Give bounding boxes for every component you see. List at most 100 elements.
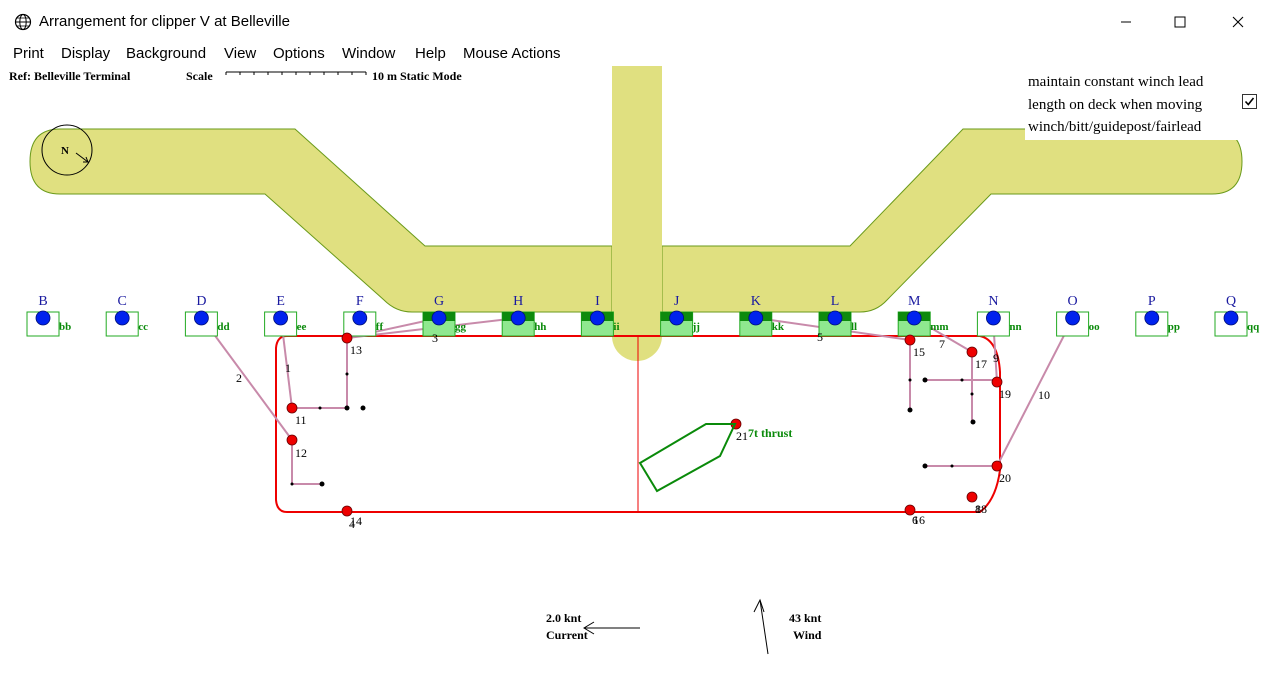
bollard-j[interactable] (669, 310, 684, 326)
fitting-label-12: 12 (295, 446, 307, 460)
fender-label-gg: gg (455, 321, 467, 333)
deck-leads (291, 338, 997, 485)
bollard-c[interactable] (114, 310, 130, 326)
fitting-16 (904, 504, 916, 516)
line-label-10: 10 (1038, 388, 1050, 402)
thruster: 7t thrust (638, 423, 792, 493)
fitting-18 (966, 491, 978, 503)
bollard-i[interactable] (590, 310, 605, 326)
menu-window[interactable]: Window (342, 45, 396, 62)
mode-text: Static Mode (400, 69, 462, 83)
bollard-l[interactable] (827, 310, 843, 326)
fender-label-oo: oo (1089, 321, 1101, 333)
fender-label-ff: ff (376, 321, 384, 333)
current-arrow (583, 621, 640, 635)
fender-label-ll: ll (851, 321, 857, 333)
globe-icon[interactable] (14, 13, 32, 31)
bollard-b[interactable] (35, 310, 51, 326)
deck-lead-dots (290, 372, 976, 487)
berth-label-d: D (196, 294, 206, 309)
current-value: 2.0 knt (546, 611, 582, 625)
berth-label-b: B (38, 294, 47, 309)
minimize-button[interactable] (1097, 0, 1155, 44)
arrangement-canvas[interactable]: N Bbb Ccc Ddd Eee F (0, 66, 1271, 692)
berth-label-q: Q (1226, 294, 1236, 309)
maintain-lead-checkbox[interactable] (1242, 94, 1257, 109)
line-label-8: 8 (975, 502, 981, 516)
menu-view[interactable]: View (224, 45, 257, 62)
menu-help[interactable]: Help (415, 45, 446, 62)
fitting-19 (991, 376, 1003, 388)
title-bar: Arrangement for clipper V at Belleville (0, 0, 1271, 44)
hull-outline (275, 335, 1001, 513)
fitting-13 (341, 332, 353, 344)
berth-label-i: I (595, 294, 600, 309)
bollard-q[interactable] (1223, 310, 1239, 326)
close-icon (1232, 16, 1244, 28)
menu-display[interactable]: Display (61, 45, 111, 62)
fender-label-cc: cc (138, 321, 148, 333)
jetty-arm-left (29, 128, 613, 313)
ship-hull (275, 335, 1001, 513)
checkmark-icon (1244, 97, 1255, 106)
scale-value-text: 10 m (372, 69, 397, 83)
maintain-line-3: winch/bitt/guidepost/fairlead (1028, 119, 1202, 135)
fitting-label-13: 13 (350, 343, 362, 357)
berth-label-k: K (751, 294, 761, 309)
fender-label-jj: jj (692, 321, 700, 333)
fitting-12 (286, 434, 298, 446)
compass-label: N (61, 145, 69, 157)
bollard-h[interactable] (510, 310, 526, 326)
berth-label-o: O (1068, 294, 1078, 309)
bollard-m[interactable] (906, 310, 922, 326)
maximize-button[interactable] (1151, 0, 1209, 44)
bollard-n[interactable] (986, 310, 1001, 326)
fitting-label-15: 15 (913, 345, 925, 359)
maintain-line-1: maintain constant winch lead (1028, 74, 1204, 90)
berth-label-p: P (1148, 294, 1156, 309)
ref-label: Ref: Belleville Terminal (9, 69, 131, 83)
menu-background[interactable]: Background (126, 45, 207, 62)
scale-bar (225, 71, 367, 75)
berth-label-j: J (674, 294, 680, 309)
line-label-3: 3 (432, 331, 438, 345)
fitting-label-14: 14 (350, 514, 362, 528)
menu-options[interactable]: Options (273, 45, 325, 62)
bollard-p[interactable] (1144, 310, 1160, 326)
berth-label-n: N (988, 294, 998, 309)
fitting-label-16: 16 (913, 513, 925, 527)
bollard-o[interactable] (1065, 310, 1080, 326)
compass-north: N (41, 124, 93, 176)
fender-label-pp: pp (1168, 321, 1180, 333)
scale-label: Scale (186, 69, 213, 83)
fender-label-ii: ii (613, 321, 619, 333)
bollard-e[interactable] (273, 310, 289, 326)
menu-mouse-actions[interactable]: Mouse Actions (463, 45, 561, 62)
wind-label: Wind (793, 628, 822, 642)
jetty-structure (29, 66, 1243, 361)
fender-label-kk: kk (772, 321, 785, 333)
current-label: Current (546, 628, 588, 642)
line-label-6: 6 (912, 513, 918, 527)
bollard-f[interactable] (352, 310, 368, 326)
minimize-icon (1121, 21, 1131, 23)
bollard-d[interactable] (193, 310, 209, 326)
line-label-5: 5 (817, 330, 823, 344)
wind-value: 43 knt (789, 611, 822, 625)
bollard-k[interactable] (748, 310, 764, 326)
fitting-label-17: 17 (975, 357, 987, 371)
berth-row: Bbb Ccc Ddd Eee Fff Ggg Hhh Iii Jjj Kkk Lll Mmm Nnn O… (26, 294, 1260, 337)
menu-bar: Print Display Background View Options Wi… (0, 44, 1271, 66)
close-button[interactable] (1209, 0, 1267, 44)
fitting-label-11: 11 (295, 413, 307, 427)
window-title: Arrangement for clipper V at Belleville (39, 13, 290, 30)
berth-label-h: H (513, 294, 523, 309)
fitting-15 (904, 334, 916, 346)
fender-label-mm: mm (930, 321, 948, 333)
berth-label-m: M (908, 294, 921, 309)
fender-label-nn: nn (1009, 321, 1021, 333)
fitting-label-18: 18 (975, 502, 987, 516)
berth-label-e: E (276, 294, 285, 309)
bollard-g[interactable] (431, 310, 447, 326)
menu-print[interactable]: Print (13, 45, 44, 62)
